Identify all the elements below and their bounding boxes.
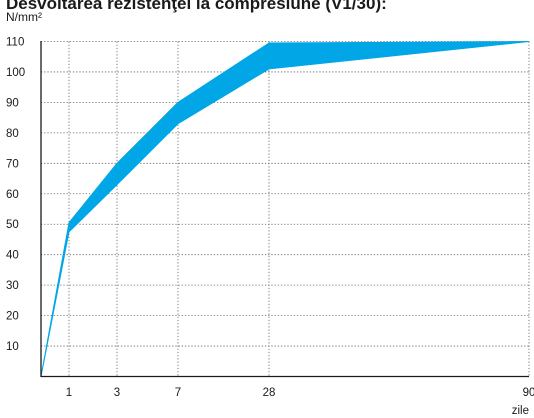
x-tick-label: 3 xyxy=(114,387,120,399)
x-tick-labels: 1 3 7 28 90 xyxy=(66,387,534,399)
y-tick-label: 70 xyxy=(6,158,19,170)
strength-band-area xyxy=(40,41,530,377)
x-tick-label: 28 xyxy=(263,387,276,399)
strength-band xyxy=(40,41,530,377)
y-tick-label: 40 xyxy=(6,250,19,262)
chart-title: Desvoltarea rezistenţei la compresiune (… xyxy=(6,0,387,13)
y-tick-label: 10 xyxy=(6,341,19,353)
y-tick-label: 20 xyxy=(6,311,19,323)
y-tick-label: 30 xyxy=(6,280,19,292)
y-tick-label: 50 xyxy=(6,219,19,231)
y-tick-label: 110 xyxy=(6,37,24,49)
x-tick-label: 7 xyxy=(175,387,181,399)
grid-lines xyxy=(41,41,530,377)
y-tick-label: 80 xyxy=(6,128,19,140)
axes xyxy=(40,41,529,378)
y-axis-unit-label: N/mm² xyxy=(6,10,42,24)
y-tick-label: 60 xyxy=(6,189,19,201)
x-tick-label: 90 xyxy=(523,387,534,399)
y-tick-labels: 10 20 30 40 50 60 70 80 90 100 110 xyxy=(6,37,25,354)
y-tick-label: 90 xyxy=(6,97,19,109)
x-tick-label: 1 xyxy=(66,387,72,399)
x-axis-label: zile xyxy=(512,405,529,417)
y-tick-label: 100 xyxy=(6,67,25,79)
